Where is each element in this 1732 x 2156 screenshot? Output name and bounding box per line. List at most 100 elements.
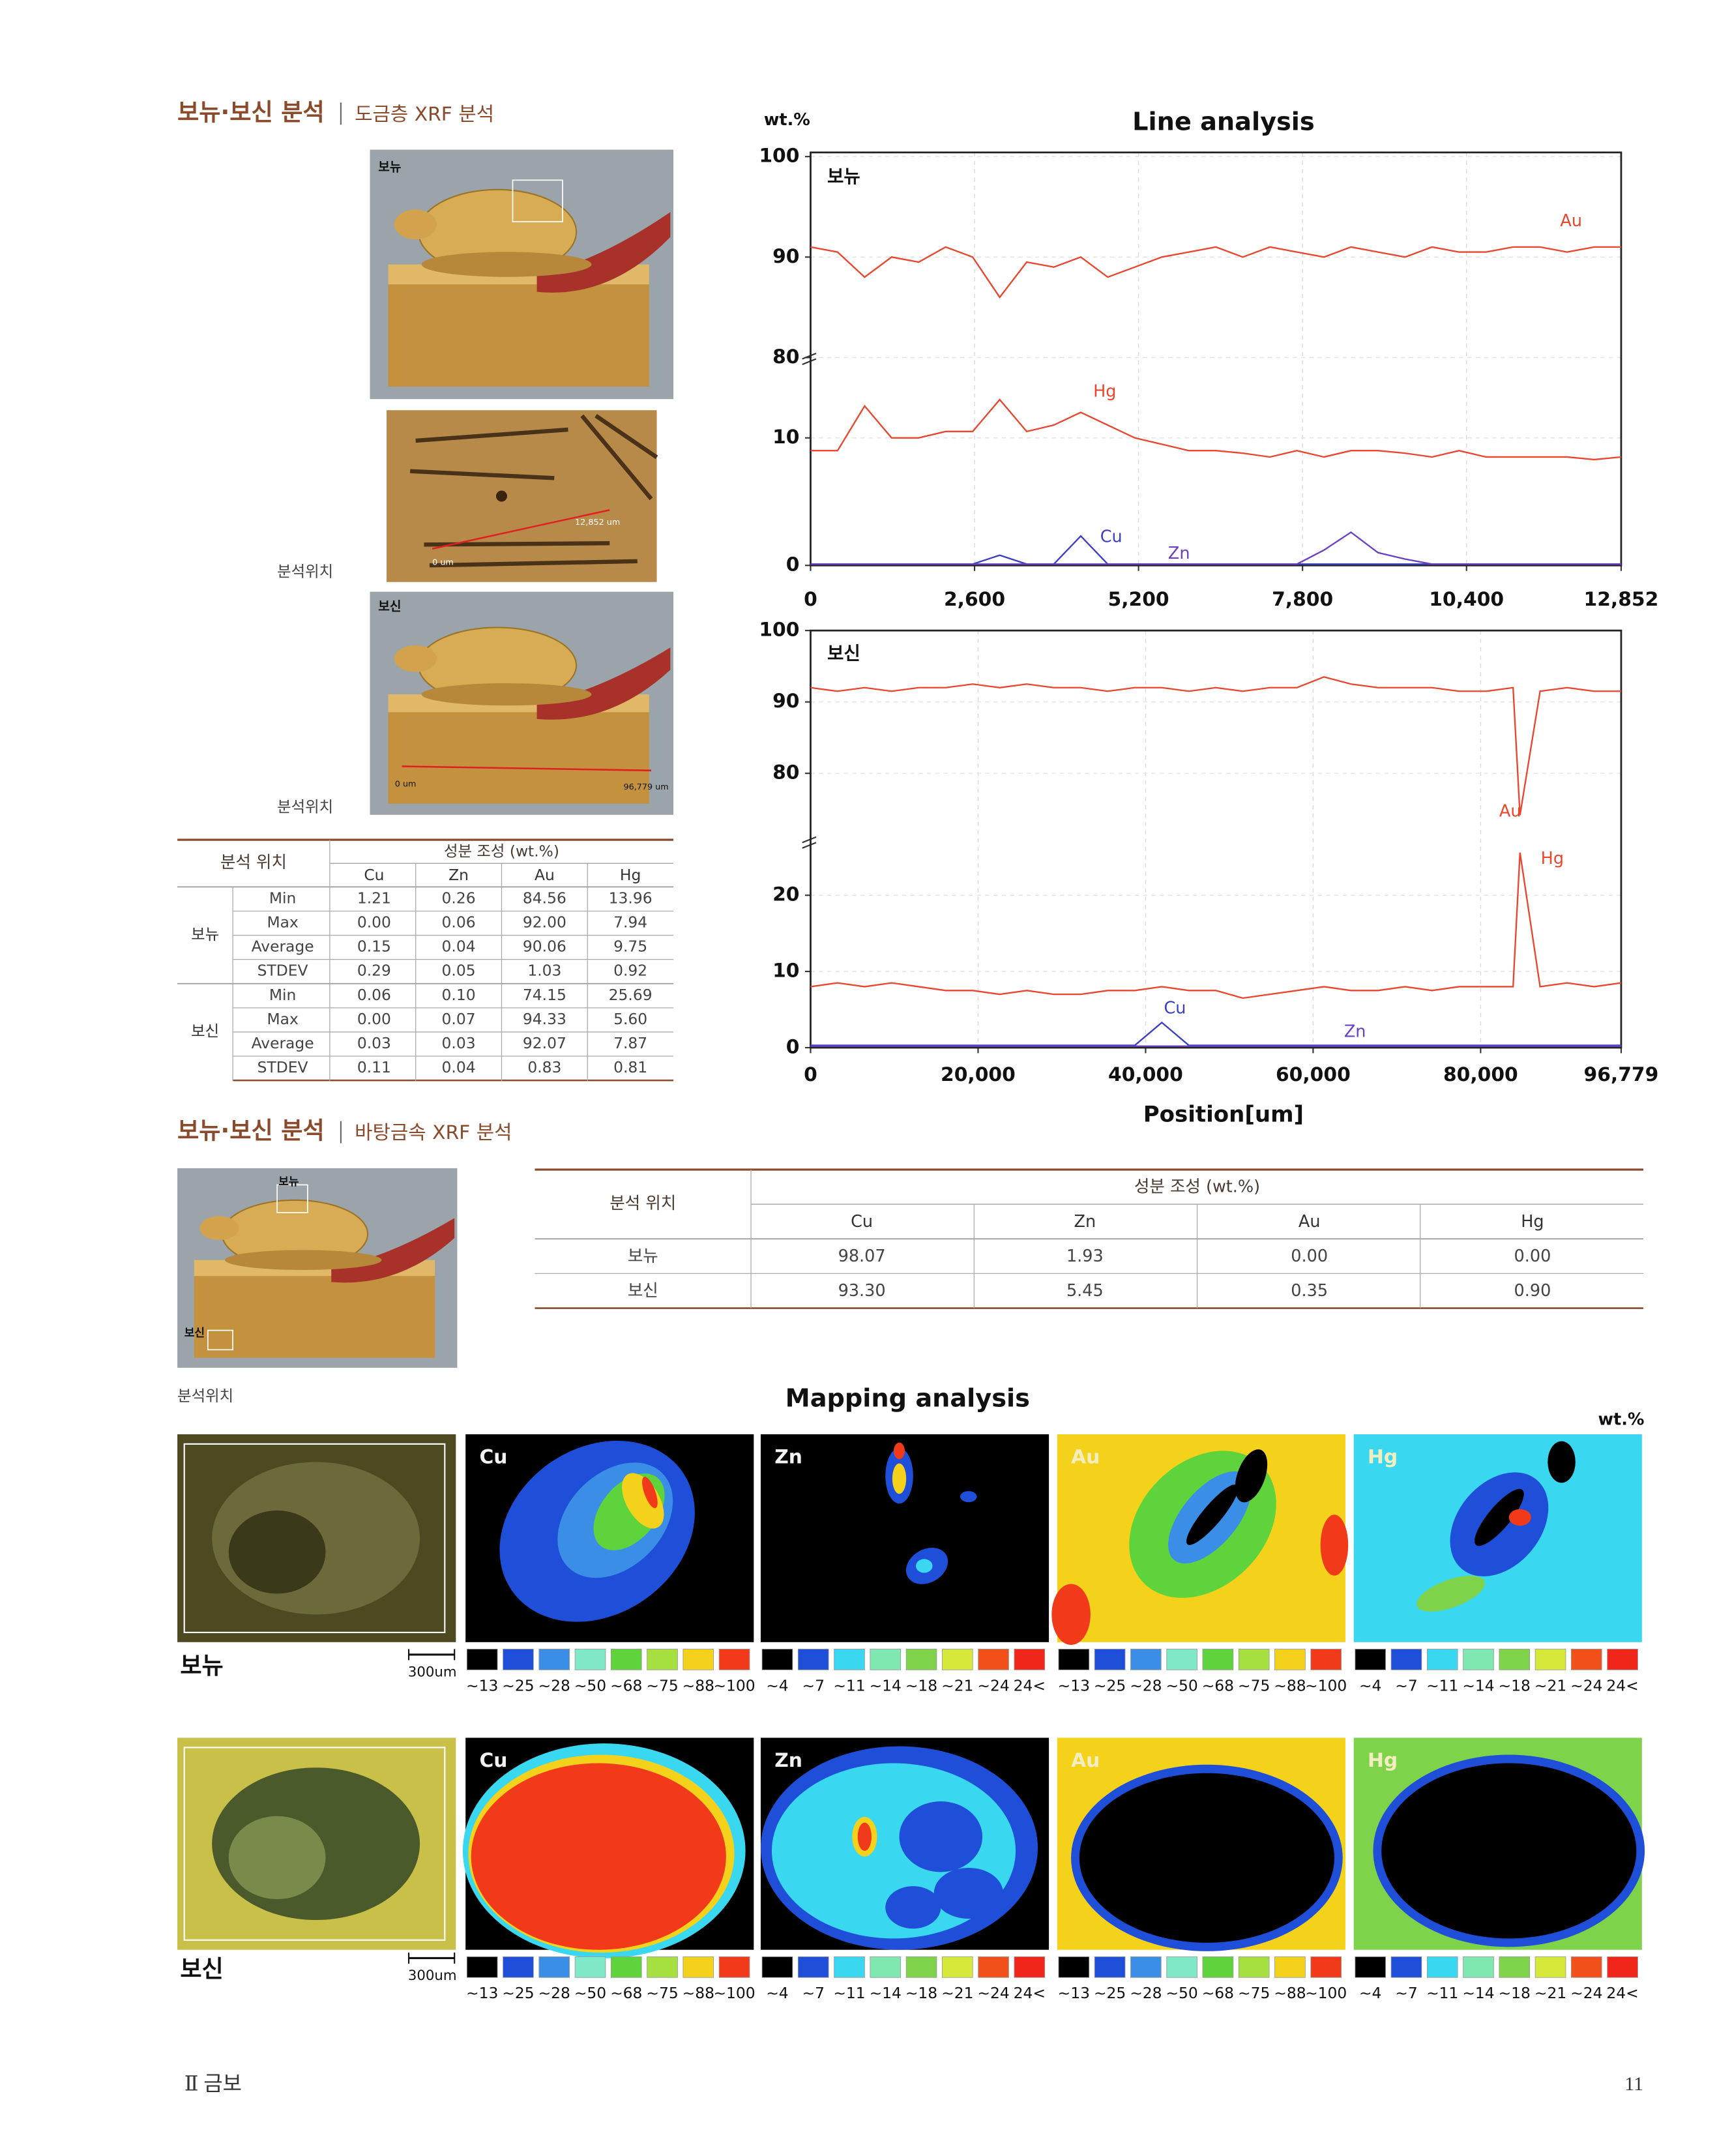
legend-swatch bbox=[466, 1956, 498, 1978]
map-region bbox=[894, 1442, 905, 1460]
scan-line bbox=[432, 509, 610, 550]
photo-top bbox=[370, 149, 674, 400]
legend-label: ~100 bbox=[713, 1984, 755, 2002]
legend-swatch bbox=[1355, 1649, 1387, 1670]
legend-label: ~50 bbox=[574, 1676, 606, 1694]
photo-annotation: 0 um bbox=[395, 780, 417, 790]
photo-label: 보뉴 bbox=[278, 1175, 299, 1189]
analysis-box bbox=[207, 1329, 233, 1351]
seal-base bbox=[388, 703, 649, 804]
axis-break bbox=[802, 353, 817, 360]
legend-label: ~4 bbox=[1359, 1984, 1381, 2002]
y-tick-label: 0 bbox=[786, 1035, 800, 1058]
table-header: 성분 조성 (wt.%) bbox=[1134, 1177, 1260, 1197]
photo-label: 보신 bbox=[378, 599, 401, 614]
table-cell: 0.05 bbox=[442, 962, 476, 980]
element-map bbox=[1353, 1737, 1645, 1950]
map-element: Zn bbox=[774, 1749, 802, 1772]
photo-label: 보신 bbox=[184, 1327, 205, 1340]
legend-swatch bbox=[834, 1956, 865, 1978]
legend-swatch bbox=[941, 1649, 973, 1670]
legend-swatch bbox=[718, 1649, 750, 1670]
series-label: Hg bbox=[1093, 382, 1116, 402]
element-map bbox=[760, 1737, 1049, 1950]
legend-label: 24< bbox=[1014, 1984, 1046, 2002]
map-region bbox=[1051, 1584, 1091, 1646]
legend-swatch bbox=[761, 1649, 793, 1670]
legend-swatch bbox=[870, 1649, 902, 1670]
table-cell: 0.29 bbox=[357, 962, 391, 980]
mapping-unit: wt.% bbox=[1598, 1410, 1644, 1430]
map-region bbox=[857, 1822, 872, 1851]
legend-label: ~25 bbox=[502, 1676, 534, 1694]
table-cell: 보뉴 bbox=[628, 1247, 658, 1266]
legend-label: ~68 bbox=[610, 1984, 642, 2002]
table-header: 성분 조성 (wt.%) bbox=[444, 842, 559, 861]
legend-label: ~24 bbox=[1570, 1676, 1602, 1694]
section-title: 보뉴·보신 분석 bbox=[177, 98, 325, 126]
legend-label: ~4 bbox=[766, 1676, 788, 1694]
table-cell: 5.45 bbox=[1066, 1281, 1104, 1301]
map-region bbox=[1186, 1484, 1239, 1545]
legend-label: ~88 bbox=[1274, 1676, 1306, 1694]
table-cell: 0.07 bbox=[442, 1010, 476, 1028]
groove bbox=[594, 414, 658, 460]
legend-swatch bbox=[978, 1649, 1009, 1670]
y-tick-label: 100 bbox=[759, 145, 799, 168]
mapping-title: Mapping analysis bbox=[785, 1383, 1030, 1413]
map-region bbox=[892, 1463, 907, 1494]
element-map bbox=[1051, 1434, 1349, 1646]
y-tick-label: 20 bbox=[772, 883, 799, 906]
map-region bbox=[885, 1886, 941, 1929]
head bbox=[199, 1216, 239, 1241]
legend-label: 24< bbox=[1606, 1676, 1638, 1694]
legend-swatch bbox=[1463, 1956, 1494, 1978]
table-cell: 93.30 bbox=[838, 1281, 886, 1301]
x-tick-label: 7,800 bbox=[1272, 588, 1333, 611]
map-region bbox=[1416, 1575, 1485, 1612]
y-tick-label: 100 bbox=[759, 619, 799, 642]
photo-annotation: 12,852 um bbox=[575, 518, 620, 527]
table-column: Cu bbox=[364, 866, 384, 884]
legend-swatch bbox=[797, 1649, 829, 1670]
table-cell: 98.07 bbox=[838, 1247, 886, 1266]
legend-label: ~28 bbox=[538, 1984, 570, 2002]
x-tick-label: 10,400 bbox=[1429, 588, 1504, 611]
legend-swatch bbox=[1166, 1649, 1197, 1670]
legend-swatch bbox=[538, 1956, 570, 1978]
legend-label: ~88 bbox=[683, 1984, 714, 2002]
legend-swatch bbox=[1202, 1649, 1234, 1670]
table-cell: 0.00 bbox=[357, 913, 391, 932]
legend-label: ~14 bbox=[870, 1676, 902, 1694]
footer-chapter: Ⅱ 금보 bbox=[184, 2072, 242, 2095]
legend-label: ~14 bbox=[870, 1984, 902, 2002]
map-region bbox=[1475, 1488, 1524, 1546]
data-line bbox=[810, 1021, 1621, 1046]
map-region bbox=[1235, 1449, 1268, 1503]
legend-label: ~24 bbox=[977, 1676, 1009, 1694]
scale-label: 300um bbox=[408, 1968, 457, 1984]
legend-label: ~21 bbox=[1534, 1984, 1566, 2002]
plot-frame bbox=[810, 629, 1622, 1049]
table-cell: 5.60 bbox=[613, 1010, 647, 1028]
y-tick-label: 90 bbox=[772, 245, 799, 268]
legend-label: ~28 bbox=[538, 1676, 570, 1694]
legend-swatch bbox=[1274, 1956, 1306, 1978]
legend-label: ~13 bbox=[1058, 1984, 1090, 2002]
seal-base bbox=[388, 274, 649, 387]
legend-label: ~68 bbox=[1202, 1984, 1234, 2002]
legend-swatch bbox=[610, 1956, 642, 1978]
data-line bbox=[810, 531, 1621, 565]
legend-swatch bbox=[1499, 1956, 1531, 1978]
table-cell: 94.33 bbox=[523, 1010, 566, 1028]
legend-swatch bbox=[1238, 1956, 1270, 1978]
legend-swatch bbox=[647, 1649, 678, 1670]
footer-page: 11 bbox=[1624, 2073, 1643, 2095]
legend-swatch bbox=[834, 1649, 865, 1670]
section-subtitle: 도금층 XRF 분석 bbox=[355, 103, 494, 126]
head bbox=[394, 645, 437, 672]
legend-label: ~7 bbox=[1395, 1676, 1417, 1694]
legend-label: ~11 bbox=[1426, 1984, 1458, 2002]
groove bbox=[429, 559, 638, 568]
